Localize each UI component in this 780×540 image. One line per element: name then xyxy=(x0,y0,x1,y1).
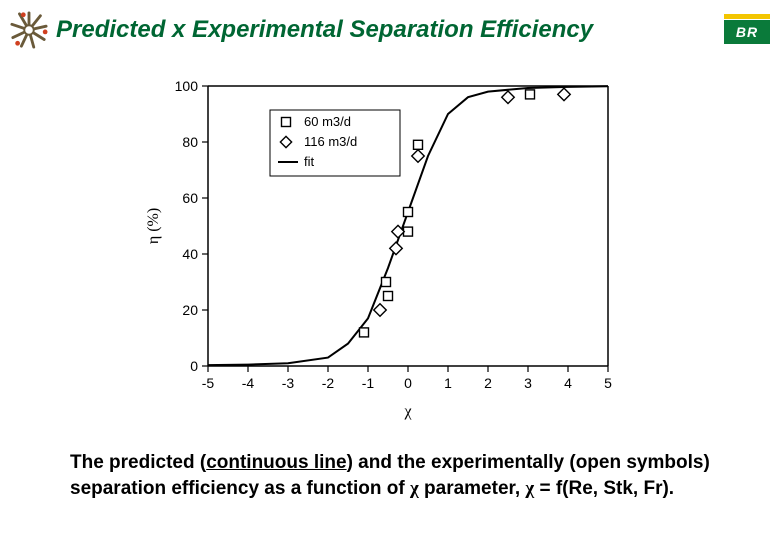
svg-text:fit: fit xyxy=(304,154,315,169)
svg-text:η (%): η (%) xyxy=(145,208,162,244)
svg-text:116 m3/d: 116 m3/d xyxy=(304,134,357,149)
sunburst-logo xyxy=(10,11,48,49)
svg-text:2: 2 xyxy=(484,375,492,391)
svg-text:100: 100 xyxy=(175,78,199,94)
svg-text:60 m3/d: 60 m3/d xyxy=(304,114,351,129)
svg-text:5: 5 xyxy=(604,375,612,391)
efficiency-chart: -5 -4 -3 -2 -1 0 1 2 3 4 5 0 20 40 60 80 100 χ η (%) 60 m3/… xyxy=(130,66,650,426)
svg-text:χ: χ xyxy=(403,403,412,420)
svg-text:-1: -1 xyxy=(362,375,375,391)
svg-text:80: 80 xyxy=(182,134,198,150)
svg-text:40: 40 xyxy=(182,246,198,262)
svg-text:-4: -4 xyxy=(242,375,255,391)
svg-text:0: 0 xyxy=(190,358,198,374)
svg-text:-2: -2 xyxy=(322,375,335,391)
caption-text: The predicted (continuous line) and the … xyxy=(70,450,710,501)
svg-text:20: 20 xyxy=(182,302,198,318)
svg-text:3: 3 xyxy=(524,375,532,391)
svg-text:60: 60 xyxy=(182,190,198,206)
svg-text:-3: -3 xyxy=(282,375,295,391)
svg-text:-5: -5 xyxy=(202,375,215,391)
svg-text:0: 0 xyxy=(404,375,412,391)
br-logo: BR xyxy=(724,14,770,46)
svg-text:4: 4 xyxy=(564,375,572,391)
page-title: Predicted x Experimental Separation Effi… xyxy=(56,16,724,44)
svg-text:1: 1 xyxy=(444,375,452,391)
